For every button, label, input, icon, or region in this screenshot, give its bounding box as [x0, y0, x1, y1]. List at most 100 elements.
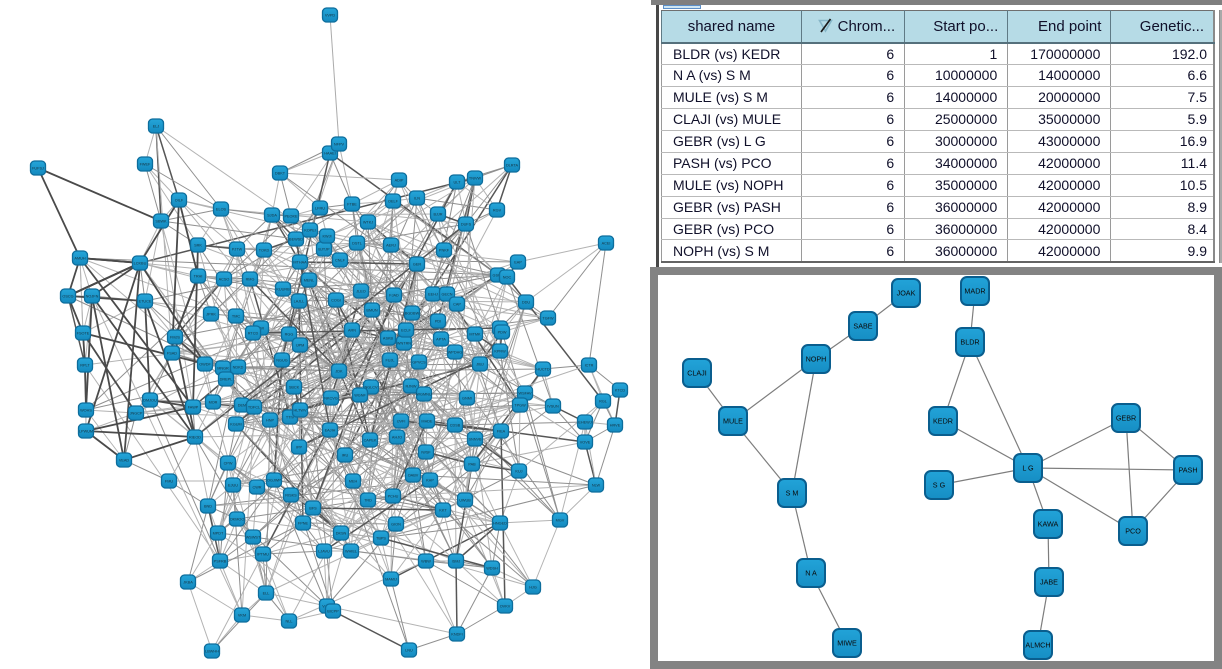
svg-text:TNIVW: TNIVW	[469, 177, 482, 181]
svg-text:GECN: GECN	[442, 293, 453, 297]
svg-text:BJTJP: BJTJP	[318, 248, 330, 252]
svg-text:WTKJ: WTKJ	[363, 221, 373, 225]
svg-text:PCHU: PCHU	[388, 495, 399, 499]
svg-text:NLL: NLL	[286, 620, 293, 624]
svg-text:WNTRN: WNTRN	[397, 342, 411, 346]
svg-text:TTIV: TTIV	[286, 416, 295, 420]
svg-text:RGG: RGG	[285, 333, 294, 337]
svg-text:MAMIJ: MAMIJ	[385, 578, 397, 582]
svg-text:GSUR: GSUR	[493, 274, 504, 278]
svg-text:FAWP: FAWP	[188, 406, 199, 410]
svg-text:JDK: JDK	[335, 370, 343, 374]
svg-text:CNLF: CNLF	[335, 259, 346, 263]
svg-text:LNU: LNU	[405, 649, 413, 653]
svg-text:ISMJ: ISMJ	[452, 560, 461, 564]
svg-text:BMUN: BMUN	[366, 309, 377, 313]
svg-text:MENL: MENL	[304, 279, 315, 283]
svg-text:LCKBU: LCKBU	[134, 262, 147, 266]
svg-text:NLW: NLW	[592, 484, 601, 488]
svg-text:NKCVG: NKCVG	[324, 397, 338, 401]
svg-text:BICPP: BICPP	[327, 610, 339, 614]
svg-text:TBPS: TBPS	[376, 537, 386, 541]
svg-text:ELOS: ELOS	[216, 208, 227, 212]
svg-text:DMJOU: DMJOU	[143, 399, 157, 403]
svg-text:RPLT: RPLT	[80, 364, 90, 368]
svg-text:DBKT: DBKT	[275, 172, 286, 176]
svg-text:GER: GER	[413, 263, 421, 267]
svg-text:ASKB: ASKB	[383, 337, 394, 341]
svg-text:ECLF: ECLF	[401, 329, 411, 333]
svg-text:OSCG: OSCG	[62, 295, 73, 299]
svg-text:EEHJ: EEHJ	[428, 293, 438, 297]
svg-text:DDU: DDU	[522, 301, 530, 305]
svg-text:LJAVU: LJAVU	[318, 550, 330, 554]
svg-text:IJVFI: IJVFI	[397, 420, 406, 424]
svg-text:RGV: RGV	[493, 209, 502, 213]
svg-text:JABE: JABE	[1040, 578, 1058, 587]
svg-text:HRVE: HRVE	[610, 424, 621, 428]
svg-text:KAWA: KAWA	[1038, 520, 1059, 529]
svg-text:CLAJI: CLAJI	[687, 369, 707, 378]
svg-text:PDW: PDW	[498, 331, 507, 335]
svg-text:HNGED: HNGED	[493, 522, 507, 526]
svg-text:PJTW: PJTW	[232, 248, 243, 252]
svg-text:MTHAA: MTHAA	[293, 261, 307, 265]
svg-text:OWDF: OWDF	[199, 363, 211, 367]
svg-text:IRU: IRU	[342, 454, 349, 458]
svg-text:DUFS: DUFS	[461, 223, 472, 227]
svg-text:IWSF: IWSF	[421, 451, 431, 455]
svg-text:S M: S M	[786, 489, 799, 498]
svg-text:ILN: ILN	[414, 197, 420, 201]
svg-text:VOVE: VOVE	[580, 441, 591, 445]
svg-text:GNMI: GNMI	[462, 397, 472, 401]
svg-text:ICTR: ICTR	[585, 364, 594, 368]
svg-text:RJNW: RJNW	[406, 385, 417, 389]
svg-text:FIEA: FIEA	[497, 430, 506, 434]
svg-text:EJUU: EJUU	[228, 484, 238, 488]
svg-text:OGJWP: OGJWP	[267, 479, 281, 483]
svg-text:EHEWJ: EHEWJ	[578, 421, 591, 425]
svg-text:SBWK: SBWK	[155, 220, 167, 224]
svg-text:HUCTD: HUCTD	[536, 368, 550, 372]
svg-text:WSFAV: WSFAV	[518, 392, 531, 396]
svg-text:DKSN: DKSN	[336, 532, 347, 536]
svg-text:LAJLL: LAJLL	[294, 300, 305, 304]
svg-text:KUJ: KUJ	[515, 470, 522, 474]
svg-text:FUFSJ: FUFSJ	[32, 167, 44, 171]
svg-text:WDSH: WDSH	[486, 567, 498, 571]
svg-text:ELL: ELL	[263, 592, 270, 596]
svg-text:RGL: RGL	[599, 400, 607, 404]
svg-text:MGV: MGV	[556, 519, 565, 523]
svg-text:OKMOO: OKMOO	[230, 518, 245, 522]
svg-text:WPDHG: WPDHG	[448, 351, 463, 355]
svg-text:ULT: ULT	[454, 181, 462, 185]
svg-text:LBWHH: LBWHH	[205, 650, 219, 654]
svg-text:AERJ: AERJ	[386, 244, 396, 248]
svg-text:SABE: SABE	[853, 322, 872, 331]
svg-text:RISKS: RISKS	[285, 494, 297, 498]
svg-text:FTBE: FTBE	[347, 203, 357, 207]
svg-text:NVI: NVI	[258, 327, 264, 331]
svg-text:LPWUM: LPWUM	[79, 430, 93, 434]
svg-text:MADR: MADR	[964, 287, 985, 296]
svg-text:WGMNU: WGMNU	[416, 393, 431, 397]
svg-text:VKM: VKM	[238, 614, 246, 618]
svg-text:BND: BND	[204, 505, 212, 509]
svg-text:S G: S G	[933, 481, 946, 490]
svg-text:KGUM: KGUM	[230, 423, 241, 427]
svg-text:RMG: RMG	[246, 278, 255, 282]
svg-text:ELJ: ELJ	[153, 125, 160, 129]
svg-text:NOC: NOC	[503, 276, 512, 280]
svg-text:DREPL: DREPL	[220, 378, 233, 382]
svg-text:BJJR: BJJR	[433, 213, 442, 217]
svg-text:CWR: CWR	[252, 486, 261, 490]
svg-text:TOKD: TOKD	[259, 249, 270, 253]
svg-text:HAAEI: HAAEI	[324, 152, 335, 156]
svg-text:FSOTE: FSOTE	[77, 332, 90, 336]
svg-text:BGDBW: BGDBW	[405, 312, 420, 316]
svg-text:MIWE: MIWE	[837, 639, 857, 648]
svg-text:FJAD: FJAD	[389, 294, 399, 298]
svg-text:EAP: EAP	[514, 261, 522, 265]
svg-text:FUJL: FUJL	[385, 359, 394, 363]
svg-text:TDFCL: TDFCL	[248, 406, 260, 410]
